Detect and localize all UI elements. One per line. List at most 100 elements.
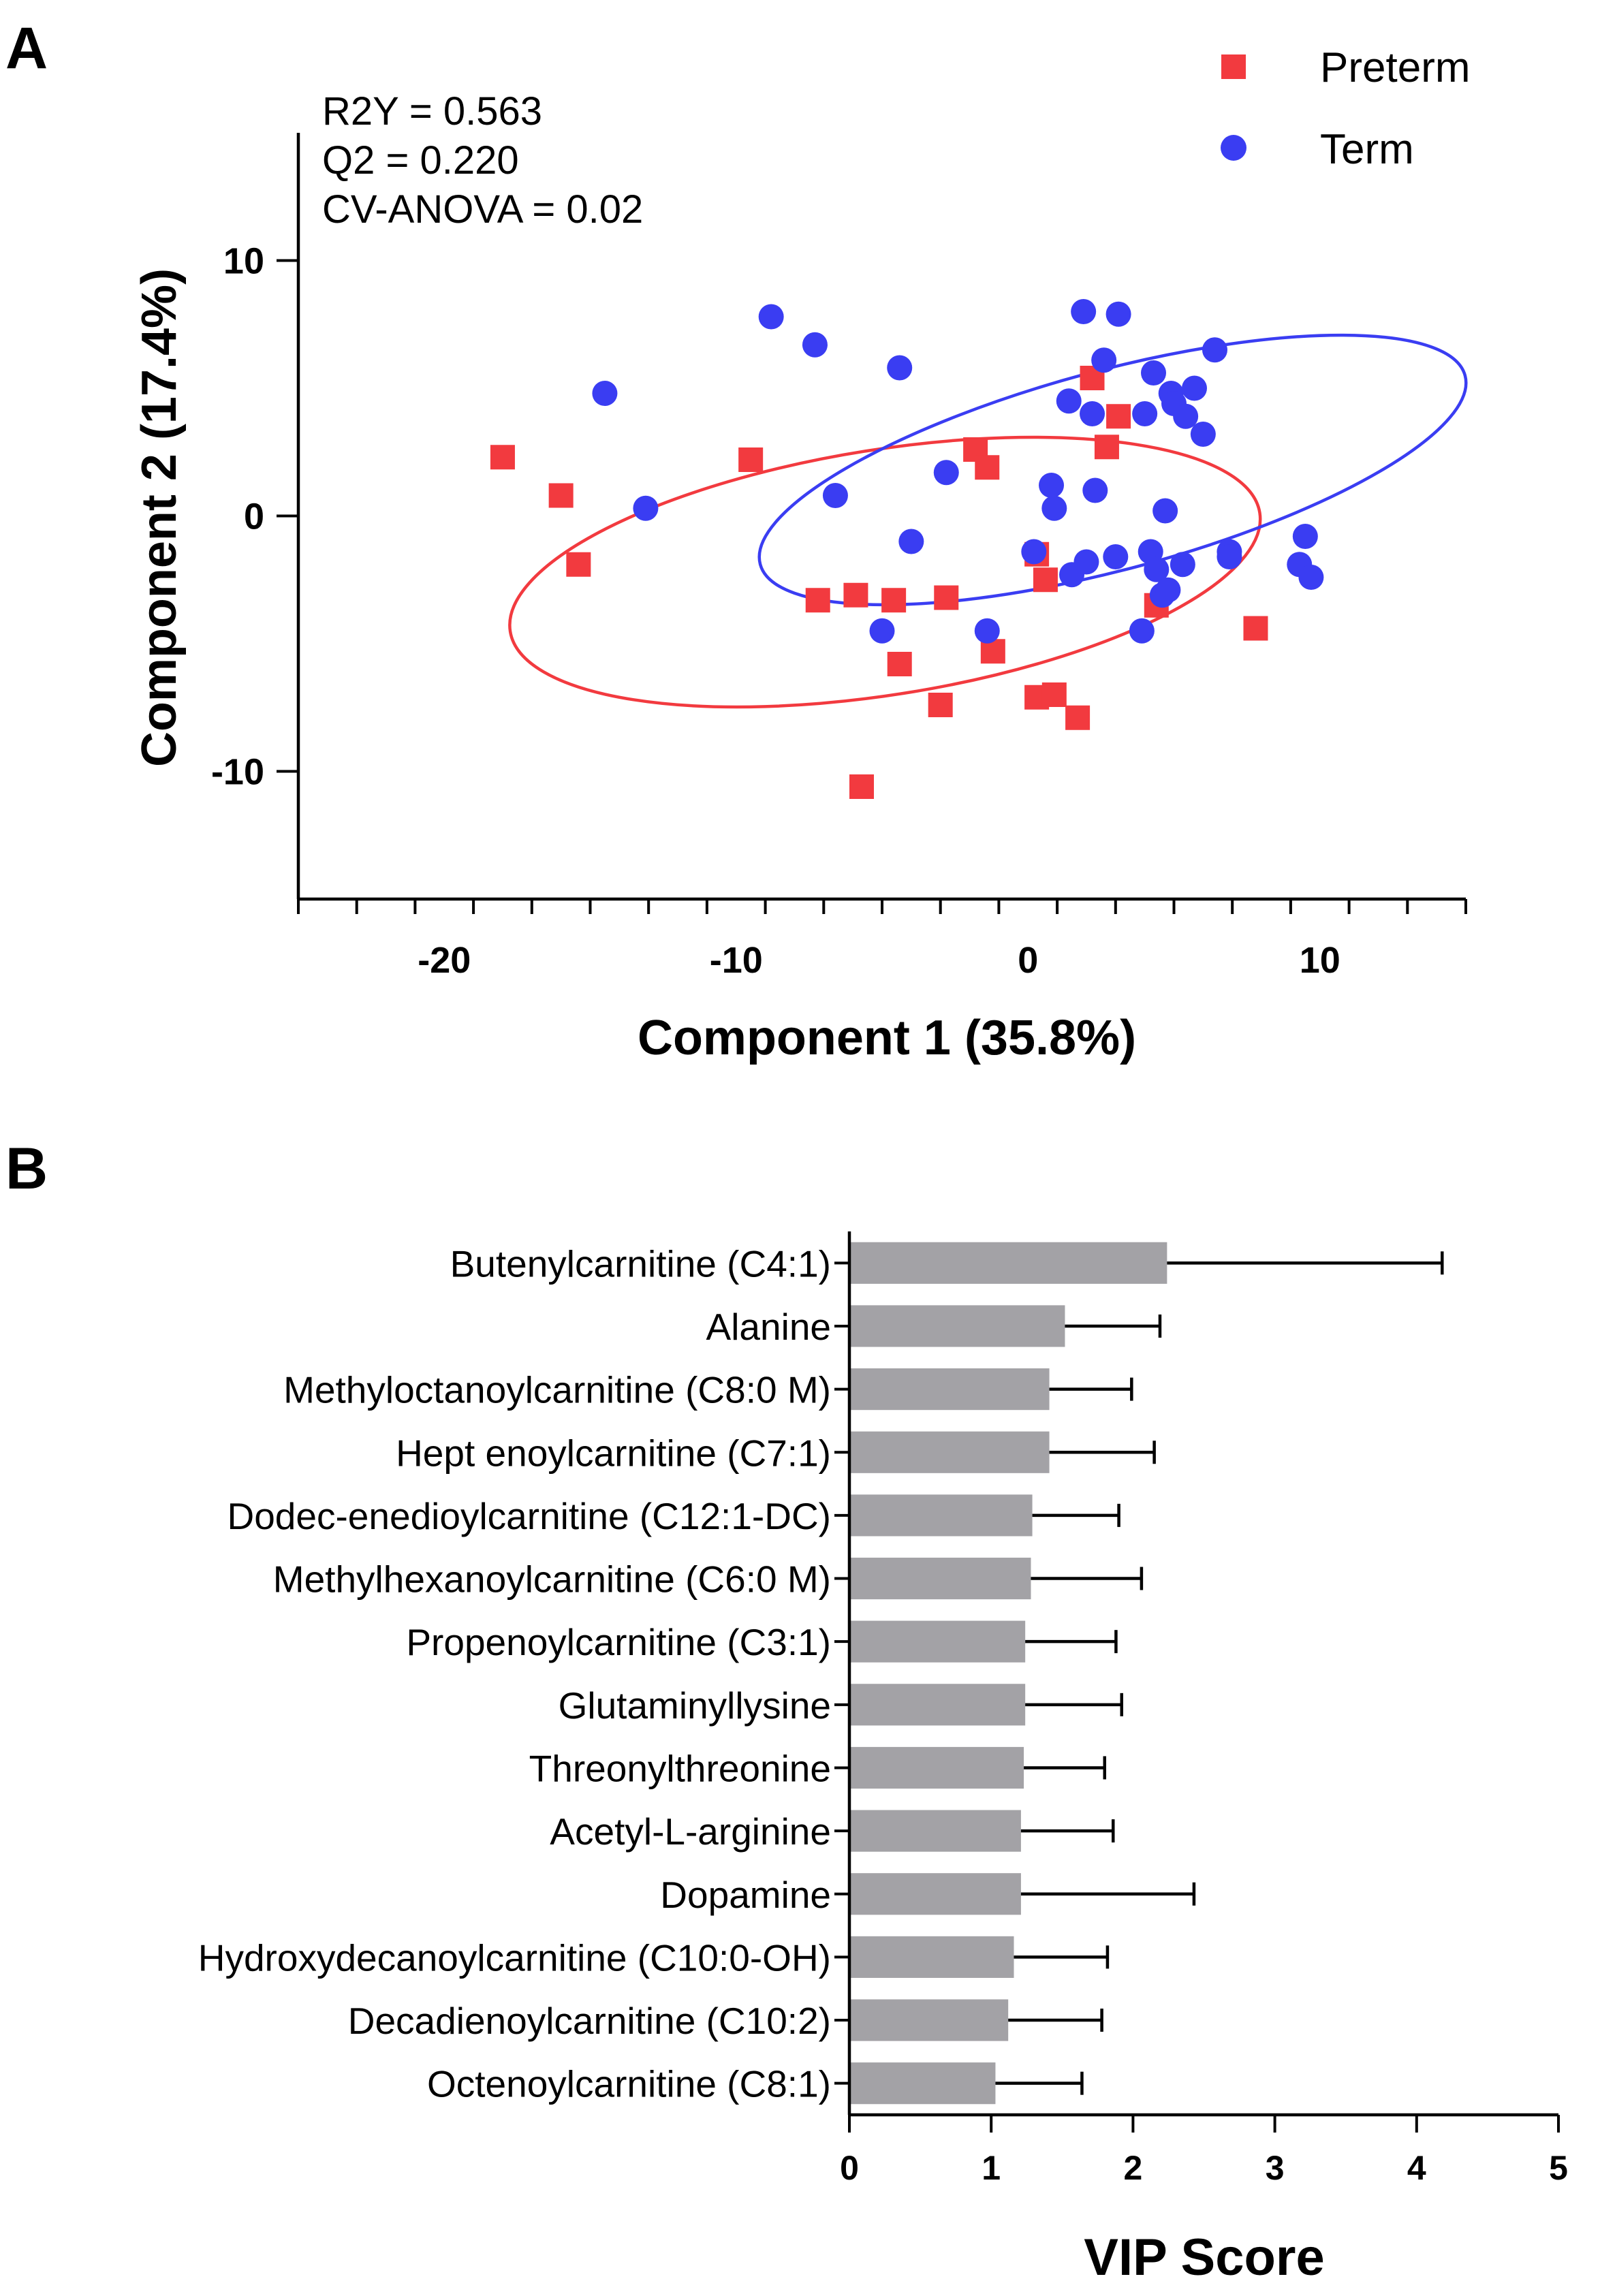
category-label: Threonylthreonine — [529, 1747, 831, 1789]
bar — [849, 1242, 1167, 1284]
point-preterm — [1243, 616, 1268, 641]
x-tick-label: 5 — [1549, 2149, 1568, 2187]
legend-label-preterm: Preterm — [1320, 44, 1470, 91]
y-tick-label: 0 — [244, 497, 264, 537]
bar — [849, 1431, 1050, 1473]
x-tick-label: 0 — [1018, 940, 1038, 981]
point-term — [1292, 524, 1318, 549]
point-term — [1170, 552, 1195, 578]
point-term — [1190, 422, 1216, 447]
point-term — [898, 529, 924, 554]
point-preterm — [928, 693, 953, 717]
point-preterm — [887, 652, 912, 676]
scatter-panel: A R2Y = 0.563 Q2 = 0.220 CV-ANOVA = 0.02… — [5, 16, 1470, 1065]
x-tick-label: 0 — [840, 2149, 859, 2187]
category-label: Alanine — [706, 1306, 831, 1348]
category-label: Dopamine — [660, 1874, 831, 1916]
bar — [849, 1305, 1065, 1347]
vip-bar-panel: B Butenylcarnitine (C4:1) Alanine Methyloc… — [5, 1136, 1568, 2286]
point-term — [887, 355, 913, 381]
bars: Butenylcarnitine (C4:1) Alanine Methylocta… — [198, 1242, 1444, 2105]
stat-cv-anova: CV-ANOVA = 0.02 — [322, 187, 643, 232]
point-term — [1080, 401, 1105, 426]
x-tick-label: 10 — [1300, 940, 1340, 981]
bar — [849, 1684, 1026, 1726]
point-preterm — [566, 552, 591, 577]
point-term — [1132, 401, 1158, 426]
point-term — [1103, 544, 1129, 569]
y-tick-label: -10 — [211, 752, 264, 793]
point-term — [1129, 618, 1155, 644]
point-term — [933, 460, 959, 486]
point-term — [1202, 337, 1227, 363]
legend-marker-term — [1221, 135, 1246, 161]
point-term — [1105, 301, 1131, 327]
point-term — [1082, 477, 1108, 503]
point-term — [974, 618, 1000, 644]
point-term — [758, 304, 784, 330]
point-term — [869, 618, 895, 644]
bar — [849, 2062, 996, 2105]
bar — [849, 1936, 1014, 1978]
category-label: Hept enoylcarnitine (C7:1) — [396, 1432, 831, 1474]
panel-label-a: A — [5, 16, 48, 81]
point-term — [1144, 556, 1170, 582]
x-tick-label: -10 — [710, 940, 763, 981]
stat-r2y: R2Y = 0.563 — [322, 89, 542, 133]
point-preterm — [1033, 567, 1058, 593]
x-tick-label: 2 — [1123, 2149, 1142, 2187]
confidence-ellipse-preterm — [508, 435, 1262, 709]
point-term — [1071, 299, 1097, 324]
point-term — [802, 332, 828, 358]
point-term — [1173, 403, 1199, 429]
point-preterm — [738, 447, 764, 472]
category-label: Octenoylcarnitine (C8:1) — [427, 2063, 831, 2105]
point-preterm — [1041, 682, 1067, 707]
bar — [849, 1810, 1021, 1852]
y-axis-title: Component 2 (17.4%) — [132, 268, 187, 767]
category-label: Decadienoylcarnitine (C10:2) — [348, 2000, 831, 2042]
category-label: Glutaminyllysine — [559, 1684, 831, 1727]
category-label: Acetyl-L-arginine — [550, 1810, 831, 1853]
x-tick-label: -20 — [418, 940, 471, 981]
axes: 0 1 2 3 4 5 — [834, 1231, 1568, 2187]
point-term — [1155, 577, 1181, 603]
point-preterm — [843, 582, 868, 608]
point-term — [1091, 347, 1117, 373]
point-preterm — [805, 588, 830, 613]
point-term — [822, 483, 848, 508]
point-preterm — [548, 483, 574, 508]
point-preterm — [490, 445, 515, 470]
point-preterm — [881, 588, 907, 613]
x-tick-label: 4 — [1407, 2149, 1426, 2187]
category-label: Methyloctanoylcarnitine (C8:0 M) — [283, 1369, 831, 1411]
point-term — [1217, 544, 1242, 569]
point-term — [1141, 360, 1167, 386]
x-axis-title: VIP Score — [1084, 2229, 1324, 2286]
point-preterm — [1065, 705, 1091, 730]
category-label: Hydroxydecanoylcarnitine (C10:0-OH) — [198, 1936, 831, 1979]
x-axis-title: Component 1 (35.8%) — [638, 1011, 1136, 1065]
point-term — [1152, 498, 1178, 524]
x-tick-label: 3 — [1266, 2149, 1285, 2187]
legend: Preterm Term — [1221, 44, 1470, 173]
point-preterm — [934, 585, 959, 610]
point-term — [1298, 565, 1324, 590]
stat-q2: Q2 = 0.220 — [322, 138, 519, 183]
category-label: Butenylcarnitine (C4:1) — [450, 1242, 831, 1285]
scatter-points — [490, 299, 1324, 799]
category-label: Dodec-enedioylcarnitine (C12:1-DC) — [228, 1495, 832, 1537]
category-label: Propenoylcarnitine (C3:1) — [406, 1621, 831, 1663]
y-tick-label: 10 — [223, 241, 264, 282]
point-term — [1073, 549, 1099, 575]
point-preterm — [1106, 404, 1131, 429]
point-term — [1039, 473, 1065, 498]
point-preterm — [975, 455, 1000, 480]
bar — [849, 1746, 1024, 1789]
point-term — [1181, 375, 1207, 401]
point-term — [633, 495, 659, 521]
bar — [849, 1557, 1031, 1600]
legend-label-term: Term — [1320, 126, 1414, 173]
bar — [849, 1999, 1009, 2041]
